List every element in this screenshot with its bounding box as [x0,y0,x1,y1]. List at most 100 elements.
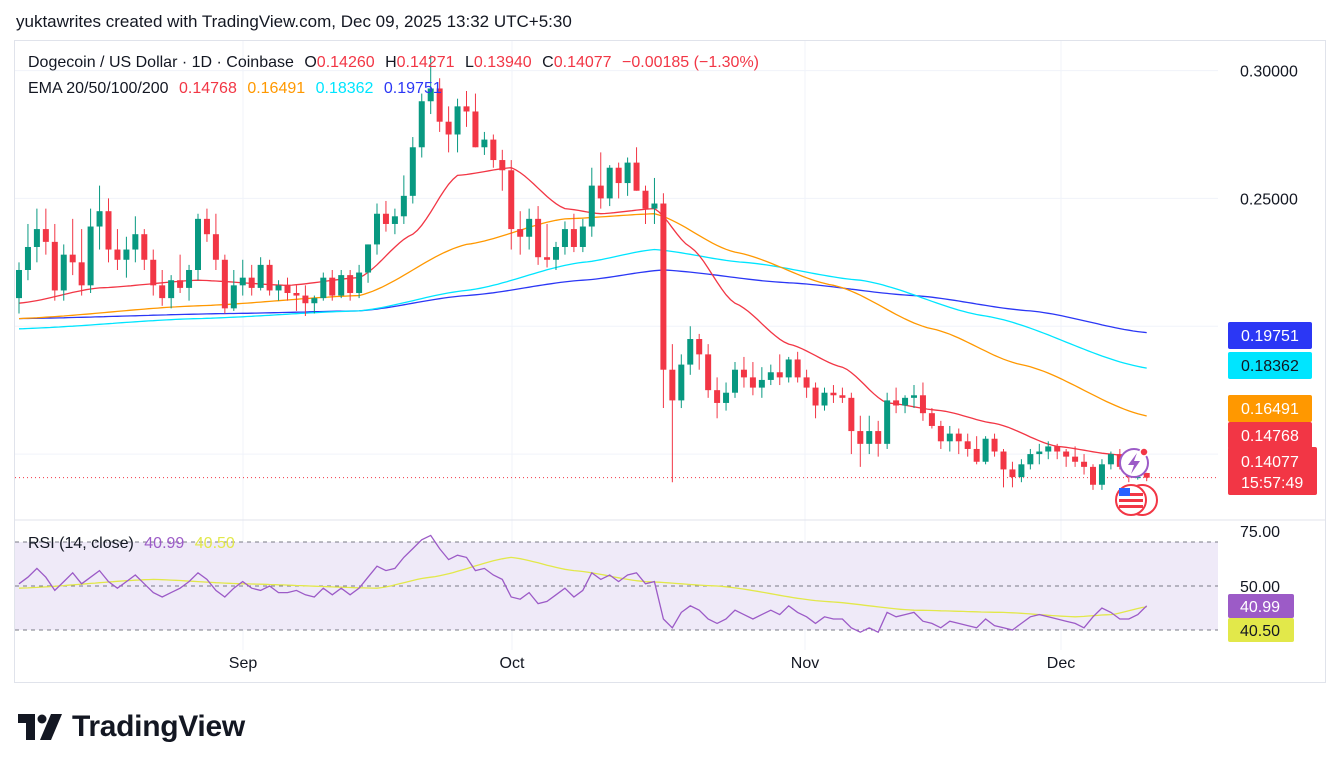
candle [544,223,551,268]
tradingview-logo-text: TradingView [72,710,245,743]
candle [472,93,479,148]
candle [96,185,103,250]
open-value: 0.14260 [316,54,375,71]
candle [508,160,515,250]
candle-body [33,229,40,247]
candle [1027,448,1034,470]
last-price-tag: 0.14077 15:57:49 [1228,447,1317,495]
candle [893,387,900,414]
candle-body [660,203,667,370]
lightning-event-icon[interactable] [1119,447,1149,478]
candle [1045,441,1052,460]
candle [275,280,282,301]
candle-body [24,246,31,270]
candle-body [1000,451,1007,470]
candle-body [382,213,389,224]
candle [884,392,891,449]
candle-body [803,377,810,388]
candle-body [911,395,917,398]
grid-layer [15,41,1325,650]
candle [365,244,372,283]
candle [615,162,622,199]
candle-body [1027,454,1034,465]
candle-body [821,392,828,406]
ema20-price-tag-text: 0.14768 [1241,428,1299,445]
candle [150,249,157,296]
candle-body [830,392,837,396]
candle-body [311,298,318,304]
candle [490,134,497,168]
us-flag-event-icon[interactable] [1115,484,1158,516]
candle [239,259,246,296]
candle-body [893,400,900,406]
candle [973,436,980,465]
candle [857,415,864,467]
candle [812,382,819,419]
candle-body [633,162,640,191]
candle-body [87,226,94,286]
candle-body [517,229,524,237]
ema200-line [18,269,1147,334]
candle-body [964,441,971,449]
candle [1081,454,1088,475]
ema100-price-tag-bg [1228,352,1312,379]
candle [839,387,846,403]
ema50-line [18,213,1147,417]
candle-body [544,257,551,260]
candle [60,244,67,301]
candle [382,200,389,232]
low-value: 0.13940 [473,54,532,71]
candle-body [561,229,568,247]
rsi-label: RSI (14, close) [28,535,134,552]
candle [141,229,148,270]
candle-body [758,379,765,388]
candle [633,147,640,191]
candle [481,131,488,155]
ema-legend: EMA 20/50/100/200 0.14768 0.16491 0.1836… [28,80,442,98]
candle [230,269,237,311]
candle [767,364,774,386]
candle [284,277,291,301]
candle-body [1107,454,1114,465]
candle [221,254,228,314]
candle-body [740,369,747,378]
candle [928,408,935,429]
candle [678,354,685,409]
candle-body [1090,466,1096,485]
candle-body [374,213,380,245]
candle-body [230,285,237,309]
candle [78,229,85,296]
ema20-price-tag-bg [1228,422,1312,449]
candle [848,392,855,455]
candle [409,137,416,204]
candle-body [579,226,586,247]
candle-body [123,249,130,260]
flag-icon-stripe [1119,505,1143,508]
candle-body [427,88,434,102]
candle-body [597,185,604,199]
candle-body [982,438,989,462]
candle [588,167,595,237]
candle-body [928,413,935,426]
candle-body [1072,456,1079,462]
candle-body [1098,464,1105,485]
candle-body [678,364,685,401]
candle [937,420,944,449]
candle [526,208,533,250]
candle [87,208,94,294]
candle-body [1036,451,1043,455]
candle [51,223,58,301]
change-value: −0.00185 (−1.30%) [622,54,760,71]
candle [114,229,121,270]
rsi-ma-value: 40.50 [194,535,235,552]
candle-body [570,229,577,247]
candle [374,203,380,255]
tradingview-logo[interactable]: TradingView [18,710,245,744]
ema50-value: 0.16491 [247,80,306,97]
ema100-price-tag-text: 0.18362 [1241,358,1299,375]
candle [24,223,31,281]
candle [454,98,461,153]
candle [597,152,604,209]
candle [400,175,407,224]
